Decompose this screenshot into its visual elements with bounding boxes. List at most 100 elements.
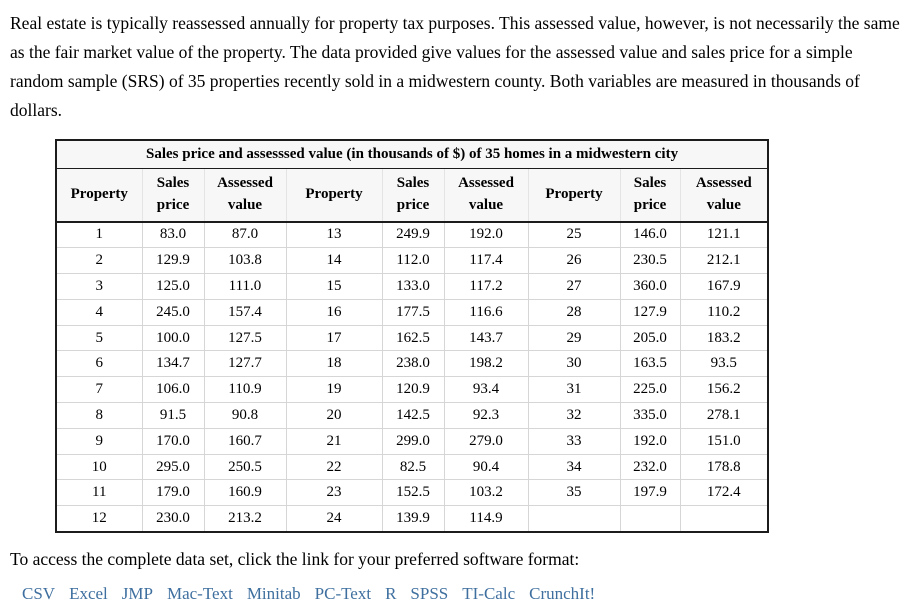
link-jmp[interactable]: JMP xyxy=(121,584,153,604)
download-links-row: CSV Excel JMP Mac-Text Minitab PC-Text R SPSS TI… xyxy=(0,570,909,604)
cell-sales-price: 146.0 xyxy=(619,220,681,249)
cell-property: 33 xyxy=(527,427,621,455)
cell-assessed-value: 87.0 xyxy=(203,220,287,249)
cell-sales-price: 360.0 xyxy=(619,273,681,300)
table-row: 4 245.0 157.4 16 177.5 116.6 28 127.9 110.2 xyxy=(55,298,769,326)
cell-property: 24 xyxy=(285,505,383,533)
table-row: 6 134.7 127.7 18 238.0 198.2 30 163.5 93.5 xyxy=(55,350,769,378)
header-property-1: Property xyxy=(55,168,143,223)
table-row: 12 230.0 213.2 24 139.9 114.9 xyxy=(55,505,769,533)
cell-assessed-value: 143.7 xyxy=(443,324,529,352)
cell-property xyxy=(527,505,621,533)
table-title: Sales price and assesssed value (in thou… xyxy=(56,140,769,169)
cell-assessed-value: 198.2 xyxy=(443,350,529,378)
cell-sales-price: 127.9 xyxy=(619,298,681,326)
cell-property: 30 xyxy=(527,350,621,378)
table-row: 8 91.5 90.8 20 142.5 92.3 32 335.0 278.1 xyxy=(55,402,769,429)
table-header-row: Property Sales price Assessed value Prop… xyxy=(55,168,769,223)
link-r[interactable]: R xyxy=(385,584,397,604)
cell-assessed-value: 167.9 xyxy=(679,273,769,300)
link-crunchit[interactable]: CrunchIt! xyxy=(529,584,596,604)
cell-property: 1 xyxy=(55,220,143,249)
link-csv[interactable]: CSV xyxy=(22,584,56,604)
cell-assessed-value: 160.7 xyxy=(203,427,287,455)
cell-property: 29 xyxy=(527,324,621,352)
cell-sales-price: 225.0 xyxy=(619,376,681,404)
cell-assessed-value: 192.0 xyxy=(443,220,529,249)
cell-property: 25 xyxy=(527,220,621,249)
cell-property: 26 xyxy=(527,247,621,275)
cell-property: 8 xyxy=(55,402,143,429)
cell-property: 16 xyxy=(285,298,383,326)
cell-assessed-value: 93.5 xyxy=(679,350,769,378)
cell-sales-price: 245.0 xyxy=(141,298,205,326)
cell-assessed-value xyxy=(679,505,769,533)
cell-assessed-value: 250.5 xyxy=(203,453,287,481)
cell-sales-price: 230.0 xyxy=(141,505,205,533)
cell-assessed-value: 127.7 xyxy=(203,350,287,378)
cell-sales-price: 299.0 xyxy=(381,427,445,455)
cell-property: 7 xyxy=(55,376,143,404)
cell-assessed-value: 117.2 xyxy=(443,273,529,300)
cell-sales-price: 230.5 xyxy=(619,247,681,275)
table-row: 9 170.0 160.7 21 299.0 279.0 33 192.0 151.0 xyxy=(55,427,769,455)
cell-assessed-value: 103.8 xyxy=(203,247,287,275)
table-title-row: Sales price and assesssed value (in thou… xyxy=(56,140,769,169)
cell-property: 13 xyxy=(285,220,383,249)
table-row: 7 106.0 110.9 19 120.9 93.4 31 225.0 156.2 xyxy=(55,376,769,404)
cell-sales-price: 205.0 xyxy=(619,324,681,352)
cell-property: 12 xyxy=(55,505,143,533)
cell-property: 22 xyxy=(285,453,383,481)
cell-sales-price: 129.9 xyxy=(141,247,205,275)
cell-sales-price: 335.0 xyxy=(619,402,681,429)
cell-property: 27 xyxy=(527,273,621,300)
cell-assessed-value: 114.9 xyxy=(443,505,529,533)
cell-property: 31 xyxy=(527,376,621,404)
table-row: 3 125.0 111.0 15 133.0 117.2 27 360.0 167.9 xyxy=(55,273,769,300)
cell-sales-price: 100.0 xyxy=(141,324,205,352)
cell-property: 10 xyxy=(55,453,143,481)
cell-assessed-value: 151.0 xyxy=(679,427,769,455)
table-row: 5 100.0 127.5 17 162.5 143.7 29 205.0 183.2 xyxy=(55,324,769,352)
cell-assessed-value: 117.4 xyxy=(443,247,529,275)
link-spss[interactable]: SPSS xyxy=(410,584,449,604)
cell-property: 4 xyxy=(55,298,143,326)
cell-assessed-value: 90.4 xyxy=(443,453,529,481)
link-excel[interactable]: Excel xyxy=(69,584,108,604)
cell-property: 14 xyxy=(285,247,383,275)
cell-assessed-value: 213.2 xyxy=(203,505,287,533)
cell-sales-price: 197.9 xyxy=(619,479,681,507)
link-mac-text[interactable]: Mac-Text xyxy=(166,584,233,604)
cell-assessed-value: 183.2 xyxy=(679,324,769,352)
link-minitab[interactable]: Minitab xyxy=(246,584,301,604)
cell-assessed-value: 178.8 xyxy=(679,453,769,481)
table-row: 11 179.0 160.9 23 152.5 103.2 35 197.9 172.4 xyxy=(55,479,769,507)
cell-property: 3 xyxy=(55,273,143,300)
cell-sales-price xyxy=(619,505,681,533)
cell-assessed-value: 156.2 xyxy=(679,376,769,404)
cell-property: 28 xyxy=(527,298,621,326)
cell-assessed-value: 103.2 xyxy=(443,479,529,507)
cell-sales-price: 142.5 xyxy=(381,402,445,429)
cell-assessed-value: 212.1 xyxy=(679,247,769,275)
cell-assessed-value: 110.9 xyxy=(203,376,287,404)
header-assessed-value-1: Assessed value xyxy=(203,168,287,223)
cell-sales-price: 106.0 xyxy=(141,376,205,404)
link-pc-text[interactable]: PC-Text xyxy=(314,584,372,604)
sales-assessed-table: Sales price and assesssed value (in thou… xyxy=(55,139,770,534)
cell-assessed-value: 111.0 xyxy=(203,273,287,300)
cell-sales-price: 139.9 xyxy=(381,505,445,533)
cell-sales-price: 82.5 xyxy=(381,453,445,481)
cell-sales-price: 177.5 xyxy=(381,298,445,326)
cell-sales-price: 133.0 xyxy=(381,273,445,300)
cell-sales-price: 112.0 xyxy=(381,247,445,275)
cell-sales-price: 134.7 xyxy=(141,350,205,378)
cell-property: 19 xyxy=(285,376,383,404)
cell-assessed-value: 127.5 xyxy=(203,324,287,352)
footer-prompt: To access the complete data set, click t… xyxy=(10,549,580,570)
header-sales-price-2: Sales price xyxy=(381,168,445,223)
intro-paragraph: Real estate is typically reassessed annu… xyxy=(10,13,900,120)
cell-sales-price: 163.5 xyxy=(619,350,681,378)
link-ti-calc[interactable]: TI-Calc xyxy=(462,584,516,604)
cell-property: 18 xyxy=(285,350,383,378)
